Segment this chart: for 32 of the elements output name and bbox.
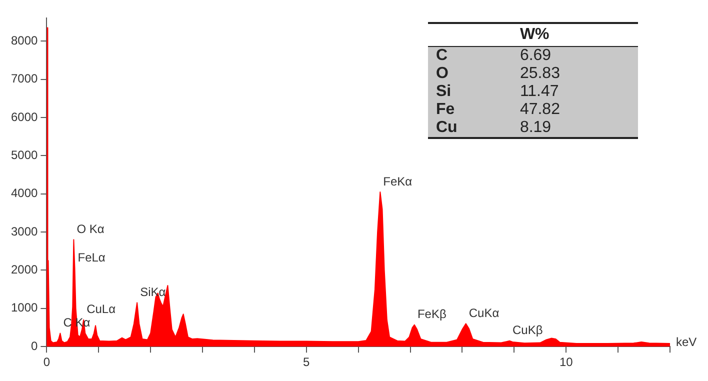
annotation: 6.69: [512, 46, 638, 65]
y-tick-label: 8000: [10, 33, 38, 48]
annotation: 11.47: [518, 83, 560, 101]
x-tick-label: 5: [303, 355, 310, 370]
annotation: 47.82: [518, 101, 561, 119]
annotation: FeKα: [383, 174, 412, 188]
annotation: 25.83: [518, 65, 561, 83]
y-tick-label: 5000: [10, 148, 38, 162]
annotation: CuLα: [86, 302, 116, 316]
x-tick-label: 0: [43, 355, 50, 370]
annotation: Fe: [435, 101, 456, 119]
y-tick-label: 0: [31, 338, 38, 353]
x-axis-title: keV: [676, 334, 697, 349]
annotation: 8.19: [518, 119, 552, 138]
y-tick-label: 3000: [10, 224, 38, 238]
annotation: O Kα: [76, 222, 104, 236]
y-tick-label: 6000: [10, 110, 38, 124]
annotation: Cu: [435, 119, 458, 138]
annotation: O: [435, 65, 450, 83]
annotation: SiKα: [140, 285, 166, 299]
x-tick-label: 10: [559, 355, 574, 370]
annotation: CuKβ: [512, 323, 543, 338]
y-tick-label: 7000: [10, 72, 38, 86]
annotation: W%: [518, 25, 550, 45]
annotation: FeKβ: [417, 307, 446, 322]
y-tick-label: 2000: [10, 262, 38, 277]
annotation: Si: [435, 83, 452, 101]
y-tick-label: 4000: [10, 186, 38, 200]
annotation: CuKα: [468, 306, 500, 320]
annotation: C: [428, 46, 512, 65]
annotation: FeLα: [78, 250, 106, 265]
y-tick-label: 1000: [10, 300, 38, 315]
